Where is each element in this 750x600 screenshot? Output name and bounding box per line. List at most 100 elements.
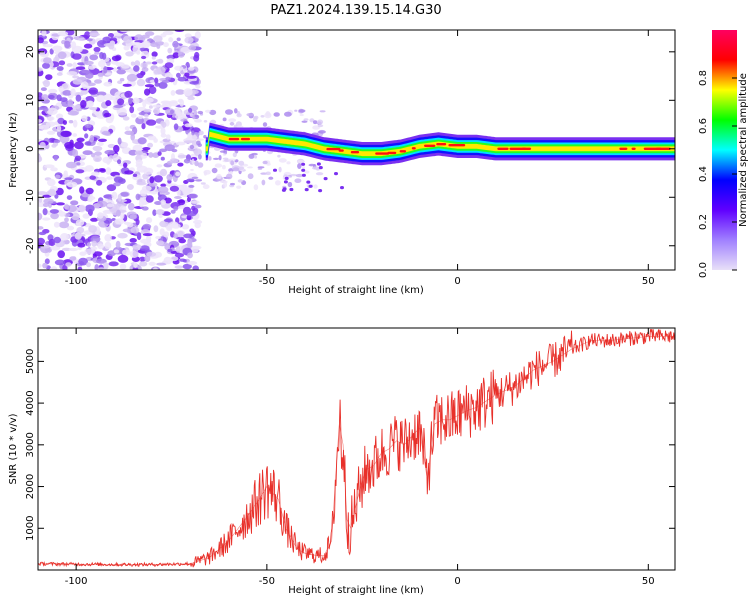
noise-blob bbox=[146, 235, 152, 243]
noise-blob bbox=[212, 157, 220, 160]
noise-blob bbox=[301, 173, 306, 177]
noise-blob bbox=[58, 211, 66, 217]
noise-blob bbox=[289, 187, 294, 192]
noise-blob bbox=[58, 85, 64, 93]
noise-blob bbox=[98, 60, 106, 68]
noise-blob bbox=[129, 250, 139, 258]
noise-blob bbox=[177, 76, 187, 82]
noise-blob bbox=[248, 153, 255, 159]
noise-blob bbox=[84, 31, 91, 39]
noise-blob bbox=[139, 256, 146, 262]
noise-blob bbox=[260, 115, 265, 118]
noise-blob bbox=[208, 156, 212, 161]
noise-blob bbox=[132, 244, 142, 250]
ridge-peak bbox=[350, 151, 360, 154]
noise-blob bbox=[180, 46, 191, 54]
noise-blob bbox=[104, 209, 111, 214]
noise-blob bbox=[72, 75, 80, 79]
noise-blob bbox=[84, 141, 92, 146]
x-tick-label: -50 bbox=[259, 276, 275, 287]
noise-blob bbox=[89, 32, 100, 37]
noise-blob bbox=[186, 178, 195, 183]
noise-blob bbox=[184, 36, 194, 44]
noise-blob bbox=[87, 197, 93, 202]
noise-blob bbox=[236, 113, 242, 118]
noise-blob bbox=[42, 202, 49, 208]
noise-blob bbox=[117, 137, 122, 145]
noise-blob bbox=[156, 164, 163, 168]
noise-blob bbox=[43, 57, 52, 64]
noise-blob bbox=[136, 73, 144, 79]
noise-blob bbox=[153, 225, 159, 233]
noise-blob bbox=[172, 40, 179, 48]
noise-blob bbox=[57, 250, 65, 259]
noise-blob bbox=[297, 160, 306, 163]
colorbar-label: Normalized spectral amplitude bbox=[738, 73, 749, 227]
noise-blob bbox=[164, 62, 174, 69]
noise-blob bbox=[232, 152, 237, 158]
noise-blob bbox=[182, 263, 192, 270]
noise-blob bbox=[111, 55, 121, 62]
noise-blob bbox=[230, 182, 235, 186]
noise-blob bbox=[103, 112, 112, 118]
noise-blob bbox=[167, 47, 173, 54]
noise-blob bbox=[64, 177, 73, 181]
noise-blob bbox=[76, 137, 85, 142]
noise-blob bbox=[316, 162, 321, 166]
noise-blob bbox=[163, 218, 173, 223]
colorbar-tick-label: 0.4 bbox=[698, 166, 709, 182]
noise-blob bbox=[190, 168, 194, 172]
noise-blob bbox=[127, 202, 135, 211]
noise-blob bbox=[211, 167, 218, 174]
noise-blob bbox=[38, 67, 43, 72]
noise-blob bbox=[200, 182, 206, 185]
noise-blob bbox=[91, 152, 96, 158]
noise-blob bbox=[223, 181, 228, 188]
noise-blob bbox=[89, 134, 95, 143]
noise-blob bbox=[112, 153, 120, 161]
noise-blob bbox=[165, 76, 171, 81]
noise-blob bbox=[169, 158, 179, 164]
noise-blob bbox=[177, 205, 186, 210]
noise-blob bbox=[141, 34, 150, 39]
noise-blob bbox=[222, 117, 227, 122]
noise-blob bbox=[42, 194, 52, 198]
noise-blob bbox=[75, 94, 82, 102]
noise-blob bbox=[66, 63, 73, 67]
y-tick-label: 10 bbox=[25, 94, 36, 107]
noise-blob bbox=[67, 99, 74, 108]
noise-blob bbox=[160, 33, 167, 38]
noise-blob bbox=[163, 256, 173, 265]
noise-blob bbox=[125, 51, 134, 57]
noise-blob bbox=[38, 191, 48, 196]
noise-blob bbox=[157, 58, 164, 64]
noise-blob bbox=[122, 116, 130, 121]
noise-blob bbox=[66, 195, 73, 201]
y-tick-label: -20 bbox=[25, 238, 36, 254]
noise-blob bbox=[105, 100, 112, 107]
noise-blob bbox=[273, 168, 277, 172]
noise-blob bbox=[141, 40, 151, 49]
noise-blob bbox=[253, 184, 259, 191]
noise-blob bbox=[113, 98, 119, 106]
noise-blob bbox=[152, 152, 160, 158]
noise-blob bbox=[177, 162, 184, 167]
noise-blob bbox=[153, 107, 160, 115]
noise-blob bbox=[295, 173, 304, 178]
noise-blob bbox=[306, 180, 311, 184]
x-tick-label: -100 bbox=[65, 576, 88, 587]
noise-blob bbox=[144, 31, 155, 36]
noise-blob bbox=[175, 112, 182, 117]
noise-blob bbox=[47, 178, 56, 187]
noise-blob bbox=[123, 35, 133, 44]
noise-blob bbox=[157, 186, 169, 194]
noise-blob bbox=[80, 100, 87, 108]
noise-blob bbox=[148, 261, 156, 266]
noise-blob bbox=[53, 139, 61, 144]
noise-blob bbox=[104, 241, 112, 250]
noise-blob bbox=[94, 151, 102, 156]
y-tick-label: 4000 bbox=[25, 390, 36, 415]
noise-blob bbox=[38, 231, 47, 236]
noise-blob bbox=[56, 202, 65, 206]
noise-blob bbox=[152, 267, 158, 270]
